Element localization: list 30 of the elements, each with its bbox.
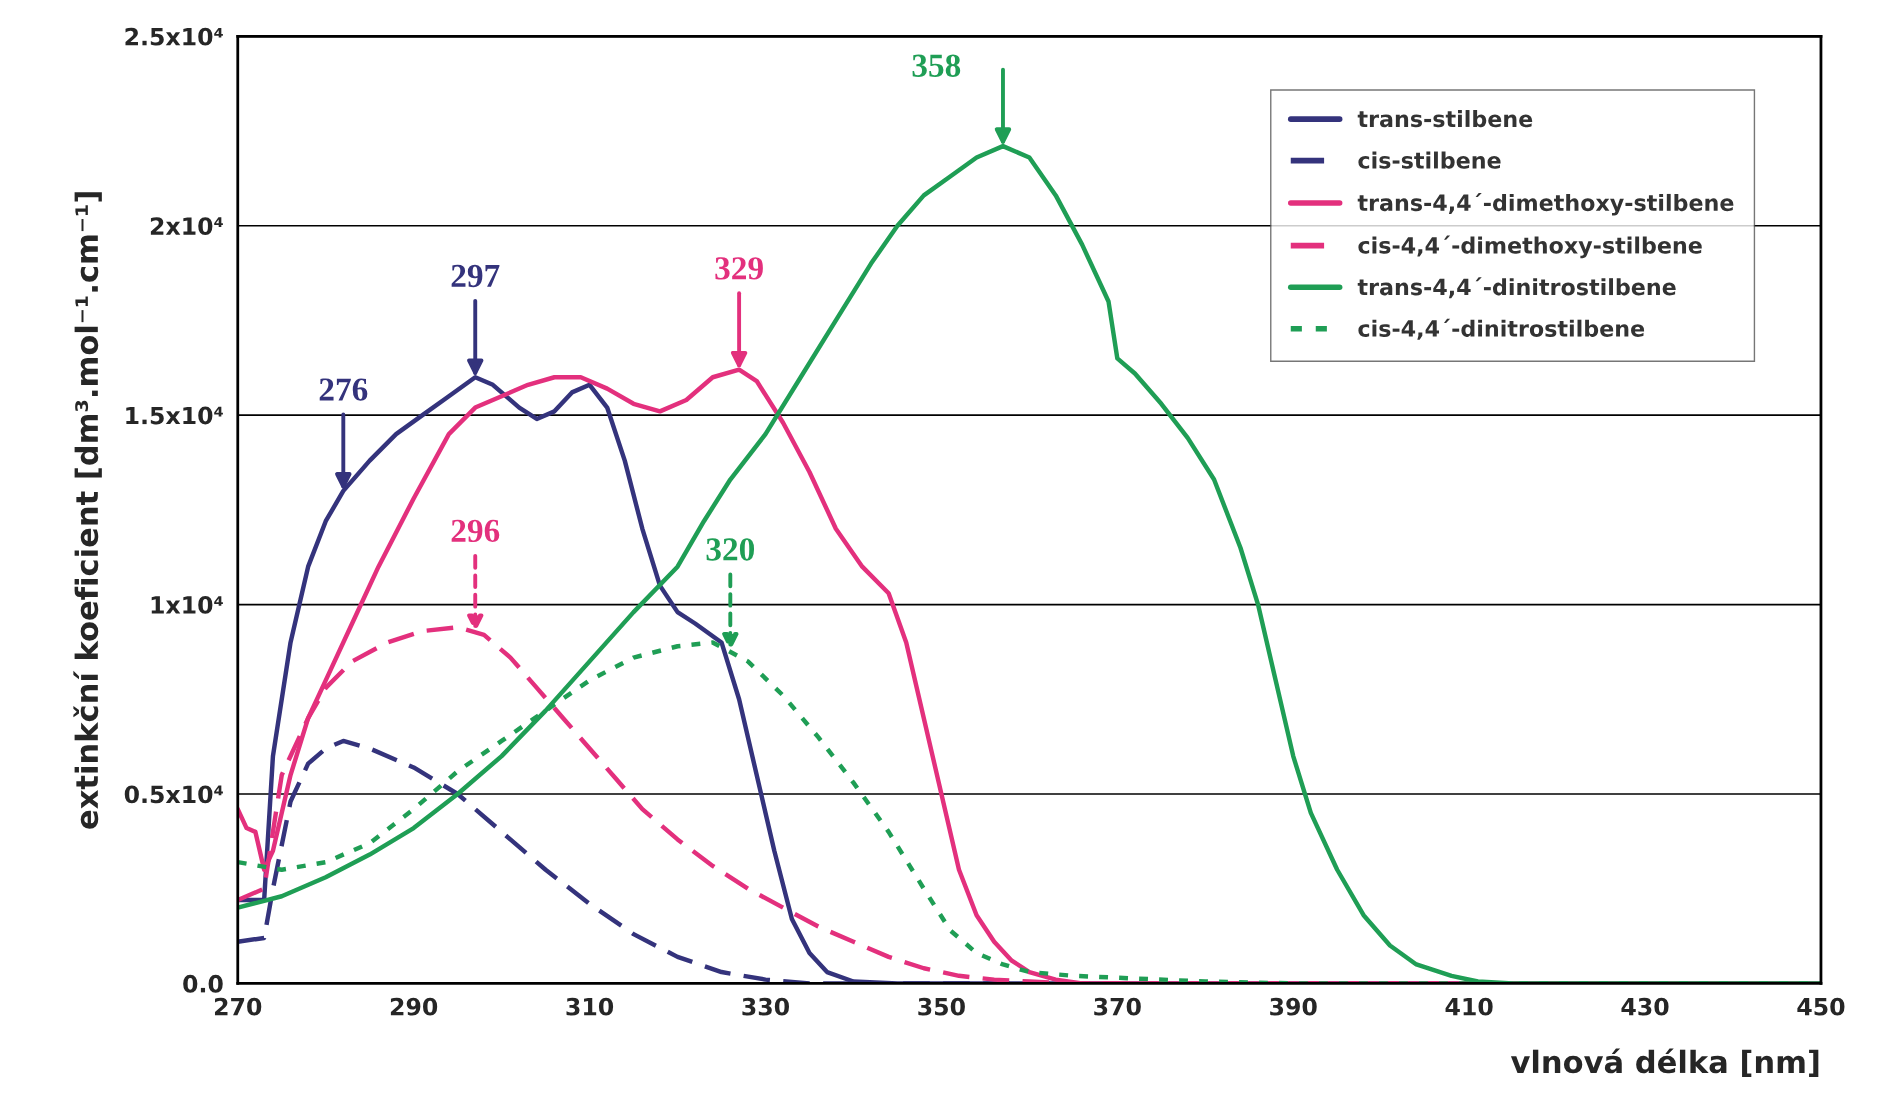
x-tick-label: 390 xyxy=(1270,997,1317,1016)
legend-label: trans-stilbene xyxy=(1357,110,1533,128)
x-tick-label: 270 xyxy=(214,997,262,1016)
annotation: 320 xyxy=(706,538,755,561)
x-tick-label: 370 xyxy=(1094,997,1141,1016)
y-tick-label: 2x10⁴ xyxy=(150,217,223,236)
x-tick-label: 450 xyxy=(1797,997,1845,1016)
legend-label: cis-4,4´-dinitrostilbene xyxy=(1358,318,1645,340)
x-tick-label: 310 xyxy=(566,997,614,1016)
y-axis-title: extinkční koeficient [dm³.mol⁻¹.cm⁻¹] xyxy=(73,192,102,829)
legend-label: trans-4,4´-dimethoxy-stilbene xyxy=(1357,193,1734,216)
annotation: 297 xyxy=(451,264,500,288)
y-tick-label: 1x10⁴ xyxy=(151,596,223,614)
y-tick-label: 1.5x10⁴ xyxy=(126,406,223,425)
x-tick-label: 350 xyxy=(918,997,965,1016)
x-tick-label: 330 xyxy=(742,997,790,1016)
x-tick-label: 290 xyxy=(390,997,438,1016)
legend-label: cis-stilbene xyxy=(1358,151,1501,169)
legend-label: cis-4,4´-dimethoxy-stilbene xyxy=(1358,235,1702,259)
y-tick-label: 0.5x10⁴ xyxy=(124,785,223,804)
annotation: 276 xyxy=(319,378,368,401)
y-tick-label: 2.5x10⁴ xyxy=(125,27,223,46)
annotation: 296 xyxy=(451,519,500,543)
x-tick-label: 430 xyxy=(1621,997,1669,1016)
x-tick-label: 410 xyxy=(1445,997,1493,1016)
legend-label: trans-4,4´-dinitrostilbene xyxy=(1357,277,1676,299)
y-tick-label: 0.0 xyxy=(183,974,223,993)
x-axis-title: vlnová délka [nm] xyxy=(1510,1048,1819,1077)
annotation: 358 xyxy=(912,54,961,77)
annotation: 329 xyxy=(715,257,763,280)
